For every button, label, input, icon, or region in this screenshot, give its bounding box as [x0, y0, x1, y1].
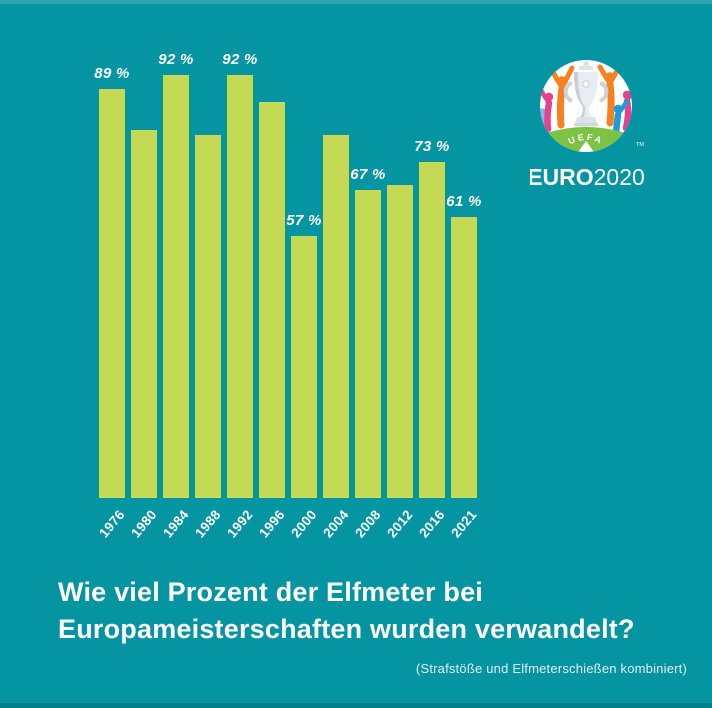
title-line-2: Europameisterschaften wurden verwandelt?: [58, 614, 635, 644]
bar: 2012: [384, 185, 415, 541]
x-axis-label: 1984: [159, 507, 192, 541]
logo-wordmark: EURO2020: [530, 164, 645, 190]
bar-value-label: 73 %: [414, 138, 450, 156]
bar: 89 % 1976: [94, 65, 129, 541]
x-axis-label: 2004: [319, 507, 352, 541]
trademark-label: TM: [636, 142, 644, 148]
bar: 57 % 2000: [286, 212, 321, 541]
bar: 1996: [256, 102, 287, 541]
bar: 92 % 1992: [222, 51, 257, 541]
bar: 1988: [192, 134, 223, 541]
bar: 92 % 1984: [158, 51, 193, 541]
bar: 67 % 2008: [350, 166, 385, 541]
bar-value-label: 92 %: [222, 50, 258, 68]
title-line-1: Wie viel Prozent der Elfmeter bei: [58, 577, 483, 607]
euro2020-logo: UEFA TM EURO2020: [530, 60, 645, 190]
x-axis-label: 1980: [127, 507, 160, 541]
bar-value-label: 61 %: [446, 193, 482, 211]
x-axis-label: 2016: [415, 507, 448, 541]
x-axis-label: 2008: [351, 507, 384, 541]
x-axis-label: 1976: [95, 507, 128, 541]
trophy-icon: [563, 61, 609, 127]
bar: 1980: [128, 130, 159, 541]
poster-title: Wie viel Prozent der Elfmeter bei Europa…: [58, 574, 658, 648]
bar-group: 89 % 1976 1980 92 % 1984 1988 92 % 1992 1996 57 %…: [94, 50, 481, 541]
top-edge-strip: [0, 0, 712, 4]
x-axis-label: 2000: [287, 507, 320, 541]
penalty-chart: 89 % 1976 1980 92 % 1984 1988 92 % 1992 1996 57 %…: [94, 50, 481, 541]
bar-value-label: 92 %: [158, 50, 194, 68]
bar-value-label: 89 %: [94, 64, 130, 82]
bar-value-label: 67 %: [350, 165, 386, 183]
bar-value-label: 57 %: [286, 211, 322, 229]
x-axis-label: 1988: [191, 507, 224, 541]
x-axis-label: 2012: [383, 507, 416, 541]
bar: 73 % 2016: [414, 138, 449, 540]
x-axis-label: 1992: [223, 507, 256, 541]
x-axis-label: 1996: [255, 507, 288, 541]
footnote: (Strafstöße und Elfmeterschießen kombini…: [415, 661, 687, 676]
bottom-edge-strip: [0, 703, 712, 708]
bar: 61 % 2021: [446, 193, 481, 540]
x-axis-label: 2021: [447, 507, 480, 541]
bar: 2004: [320, 134, 351, 541]
